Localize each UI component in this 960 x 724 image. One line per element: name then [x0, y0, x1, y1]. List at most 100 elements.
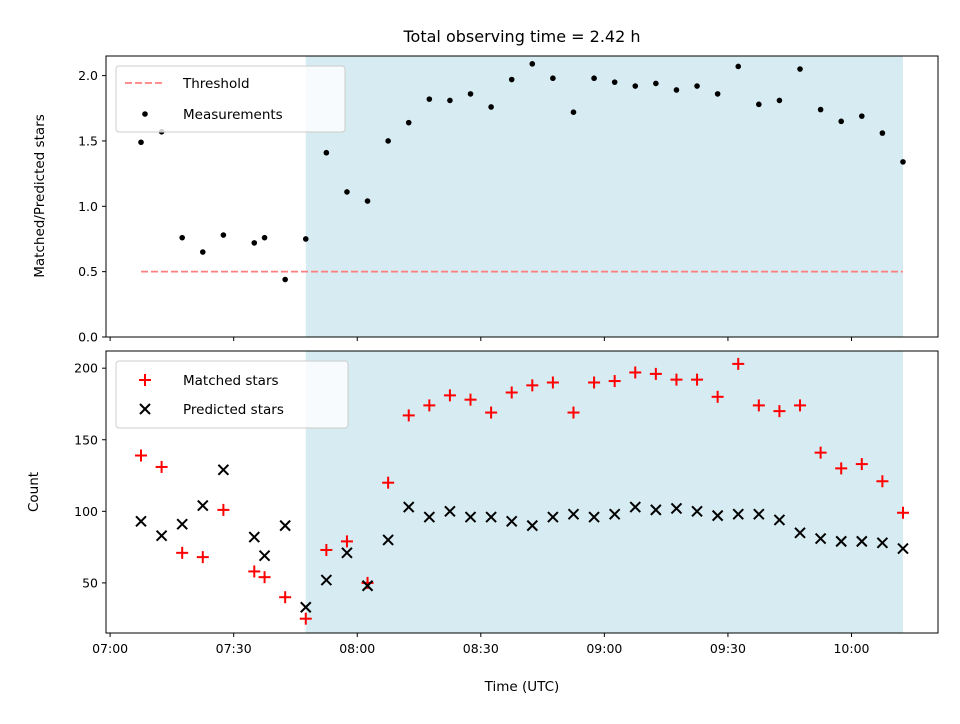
measurement-point [694, 83, 700, 89]
predicted-point [320, 574, 333, 586]
matched-point [423, 399, 436, 412]
y-tick-label: 50 [82, 575, 98, 590]
matched-point [629, 366, 642, 379]
y-tick-label: 200 [74, 361, 98, 376]
x-tick-label: 08:30 [463, 641, 499, 656]
matched-point [752, 399, 765, 412]
predicted-point [814, 532, 827, 545]
legend-threshold-label: Threshold [182, 76, 250, 92]
legend-bottom: Matched stars Predicted stars [115, 360, 349, 429]
measurement-point [550, 75, 556, 82]
predicted-point [897, 542, 909, 555]
matched-point [464, 393, 477, 406]
matched-point [526, 379, 539, 392]
matched-point [155, 460, 168, 473]
matched-point [855, 458, 868, 471]
predicted-point [711, 509, 724, 522]
legend-predicted-label: Predicted stars [183, 402, 284, 418]
matched-point [814, 446, 827, 459]
predicted-point [608, 508, 621, 520]
predicted-point [505, 515, 518, 528]
legend-top: Threshold Measurements [115, 65, 346, 133]
matched-point [320, 543, 333, 556]
measurement-point [467, 91, 474, 97]
predicted-point [361, 580, 374, 592]
matched-point [588, 376, 601, 389]
measurement-point [447, 97, 453, 104]
legend-measurements-label: Measurements [183, 107, 283, 123]
measurement-point [632, 83, 639, 89]
legend-measurements-swatch [142, 111, 148, 117]
matched-point [340, 535, 353, 548]
measurement-point [426, 96, 433, 102]
x-tick-label: 09:30 [710, 641, 746, 656]
predicted-point [155, 529, 168, 542]
predicted-point [526, 519, 539, 532]
matched-point [402, 409, 415, 422]
measurement-point [900, 159, 906, 165]
y-tick-label: 1.5 [78, 133, 98, 148]
measurement-point [282, 276, 288, 283]
y-axis-label-count: Count [26, 472, 42, 512]
matched-point [567, 406, 580, 419]
predicted-point [341, 547, 353, 559]
matched-point [443, 389, 456, 402]
matched-point [732, 357, 745, 370]
y-tick-label: 0.5 [78, 264, 98, 279]
predicted-point [856, 535, 868, 548]
plot-frame [105, 55, 939, 338]
matched-point [691, 373, 704, 386]
matched-point [258, 571, 271, 584]
matched-point [896, 506, 909, 519]
predicted-point [197, 499, 209, 512]
x-tick-label: 08:00 [339, 641, 375, 656]
matched-point [794, 399, 807, 412]
matched-point [382, 476, 395, 489]
measurement-point [797, 66, 803, 72]
matched-point [505, 386, 518, 399]
predicted-point [485, 511, 497, 523]
predicted-point [670, 502, 683, 515]
predicted-point [835, 535, 847, 548]
predicted-point [248, 531, 260, 543]
measurement-point [508, 76, 515, 83]
predicted-point [258, 549, 271, 562]
predicted-point [588, 511, 600, 523]
matched-point [649, 367, 662, 380]
observing-span [305, 56, 903, 337]
measurement-point [405, 119, 412, 126]
plot-frame [105, 350, 939, 634]
ratio-panel: Total observing time = 2.42 h 0.0 0.5 1.0 1… [32, 27, 939, 345]
matched-point [711, 390, 724, 403]
y-tick-label: 150 [74, 432, 98, 447]
predicted-point [629, 501, 641, 513]
y-tick-label: 2.0 [78, 68, 98, 83]
matched-point [485, 406, 498, 419]
chart-title: Total observing time = 2.42 h [402, 27, 640, 46]
x-axis-label: Time (UTC) [484, 679, 560, 695]
measurement-point [302, 236, 309, 242]
measurement-point [179, 234, 185, 241]
matched-point [279, 591, 292, 604]
x-tick-label: 07:00 [92, 641, 128, 656]
predicted-point [732, 508, 744, 520]
y-axis-label-ratio: Matched/Predicted stars [32, 114, 48, 277]
predicted-point [691, 505, 703, 518]
measurement-point [529, 61, 536, 67]
measurement-point [261, 234, 268, 241]
measurement-point [138, 139, 144, 146]
predicted-point [279, 519, 291, 532]
measurement-point [714, 91, 721, 97]
predicted-point [403, 501, 415, 513]
legend-predicted-swatch [139, 403, 151, 415]
predicted-point [547, 511, 559, 523]
measurement-point [364, 198, 371, 204]
measurement-point [756, 101, 762, 108]
measurement-point [879, 130, 886, 136]
predicted-point [135, 515, 147, 528]
measurement-point [323, 149, 330, 156]
matched-point [773, 405, 786, 418]
measurement-point [673, 87, 680, 93]
predicted-point [217, 464, 230, 476]
